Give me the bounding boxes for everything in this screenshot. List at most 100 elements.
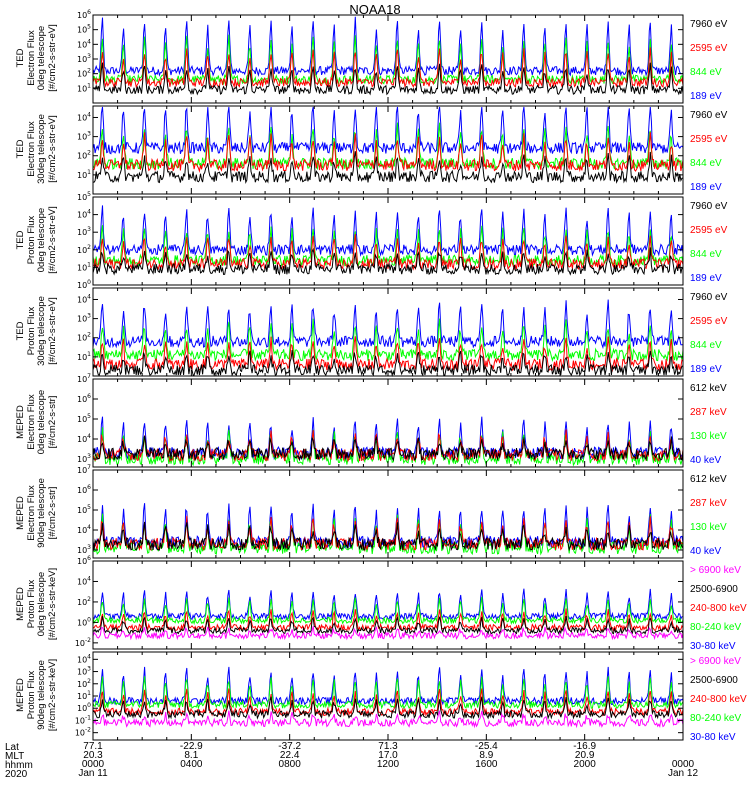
y-axis-label-line: MEPED [15,678,26,712]
x-axis-mlt-value: 17.0 [378,750,398,761]
y-tick-label: 101 [77,82,91,93]
legend-entry: 40 keV [690,455,722,466]
series-red [93,234,684,271]
legend-entry: 287 keV [690,498,727,509]
legend-entry: 612 keV [690,383,727,394]
x-axis-lat-value: -22.9 [179,741,203,752]
x-axis-hhmm-value: 2000 [573,759,596,770]
legend-entry: 287 keV [690,407,727,418]
x-axis-hhmm-value: 0800 [278,759,301,770]
y-tick-label: 103 [77,226,91,237]
series-green [92,318,684,363]
y-tick-label: 104 [77,575,91,586]
y-tick-label: 101 [77,169,91,180]
y-axis-label-line: [#/cm2-s-str-keV] [46,567,58,641]
x-axis-hhmm-value: 0000 [81,759,105,770]
y-tick-label: 107 [77,373,91,384]
legend-entry: 40 keV [690,546,722,557]
y-tick-label: 10-1 [75,714,91,725]
y-tick-label: 104 [77,293,91,304]
y-tick-label: 103 [77,544,91,555]
x-axis-date-value: Jan 11 [78,768,108,779]
x-axis-mlt-value: 8.1 [184,750,199,761]
panel-7: 10-2 100 102 104 106 [75,555,684,650]
y-axis-label: TED Electron Flux 0deg telescope [#/cm2-s-s… [15,10,58,106]
legend-entry: 80-240 keV [690,713,742,724]
panel-2: 101 102 103 104 [77,105,684,195]
y-axis-label-line: [#/cm2-s-str] [46,395,58,449]
x-axis-lat-value: 77.1 [83,741,103,752]
y-tick-label: 106 [77,393,91,404]
y-axis-label-line: [#/cm2-s-str-keV] [46,658,58,732]
x-axis-hhmm-value: 0000 [671,759,695,770]
legend-entry: 844 eV [690,158,722,169]
y-tick-label: 102 [77,596,91,607]
x-axis-mlt-value: 20.3 [83,750,103,761]
y-tick-label: 102 [77,68,91,79]
y-tick-label: 100 [77,702,91,713]
y-axis-label-line: TED [15,48,26,68]
y-tick-label: 101 [77,351,91,362]
panel-5: 103 104 105 106 107 [77,373,684,468]
y-tick-label: 100 [77,279,91,290]
legend-entry: 2595 eV [690,43,728,54]
y-tick-label: 100 [77,616,91,627]
y-tick-label: 104 [77,111,91,122]
x-axis-row-label: hhmm [5,760,33,771]
y-tick-label: 102 [77,678,91,689]
legend-entry: 844 eV [690,340,722,351]
x-axis-lat-value: 71.3 [378,741,398,752]
y-axis-label-line: [#/cm2-s-str-eV] [46,297,58,365]
series-black [92,247,684,276]
series-blue [92,588,683,622]
y-tick-label: 103 [77,313,91,324]
y-axis-label: MEPED Proton Flux 90deg telescope [#/cm2-s-… [15,647,58,743]
x-axis-row-label: MLT [5,751,25,762]
y-axis-label: MEPED Proton Flux 0deg telescope [#/cm2-s-s… [15,556,58,652]
panel-4: 101 102 103 104 [77,287,684,377]
y-axis-label: MEPED Electron Flux 0deg telescope [#/cm2-s… [15,374,58,470]
legend-entry: 189 eV [690,364,722,375]
y-axis-label-line: [#/cm2-s-str] [46,486,58,540]
series-black [92,521,684,552]
y-axis-label-line: TED [15,230,26,250]
y-tick-label: 107 [77,464,91,475]
y-axis-label-line: 0deg telescope [36,207,47,273]
series-green [92,676,684,710]
y-tick-label: 101 [77,261,91,272]
series-black [92,62,684,96]
legend-entry: 189 eV [690,182,722,193]
y-tick-label: 104 [77,38,91,49]
series-blue [92,299,684,350]
legend-entry: 130 keV [690,431,727,442]
series-red [92,132,684,173]
y-axis-label: TED Proton Flux 30deg telescope [#/cm2-s-st… [15,283,58,379]
series-blue [92,666,684,707]
y-axis-label-line: MEPED [15,496,26,530]
y-tick-label: 104 [77,524,91,535]
y-axis-label: MEPED Electron Flux 90deg telescope [#/cm2-… [15,465,58,561]
legend-entry: > 6900 keV [690,565,741,576]
y-tick-label: 104 [77,653,91,664]
series-blue [92,106,684,155]
y-axis-label-line: [#/cm2-s-str-eV] [46,206,58,274]
legend-entry: 7960 eV [690,292,728,303]
y-axis-label-line: [#/cm2-s-str-eV] [46,24,58,92]
legend-entry: 130 keV [690,522,727,533]
panel-6: 103 104 105 106 107 [77,464,684,559]
y-tick-label: 10-2 [75,727,91,738]
legend-entry: 2595 eV [690,134,728,145]
x-axis-hhmm-value: 1600 [475,759,498,770]
x-axis-date-value: Jan 12 [667,768,699,779]
y-axis-label-line: 0deg telescope [36,571,47,637]
x-axis-row-label: 2020 [5,769,28,780]
legend-entry: 30-80 keV [690,641,736,652]
x-axis-mlt-value: 20.9 [574,750,595,761]
y-tick-label: 102 [77,332,91,343]
series-magenta [92,710,684,729]
y-axis-label-line: [#/cm2-s-str-eV] [46,115,58,183]
series-blue [92,205,684,257]
legend-entry: 30-80 keV [690,732,736,743]
legend-entry: 7960 eV [690,19,728,30]
y-tick-label: 101 [77,690,91,701]
